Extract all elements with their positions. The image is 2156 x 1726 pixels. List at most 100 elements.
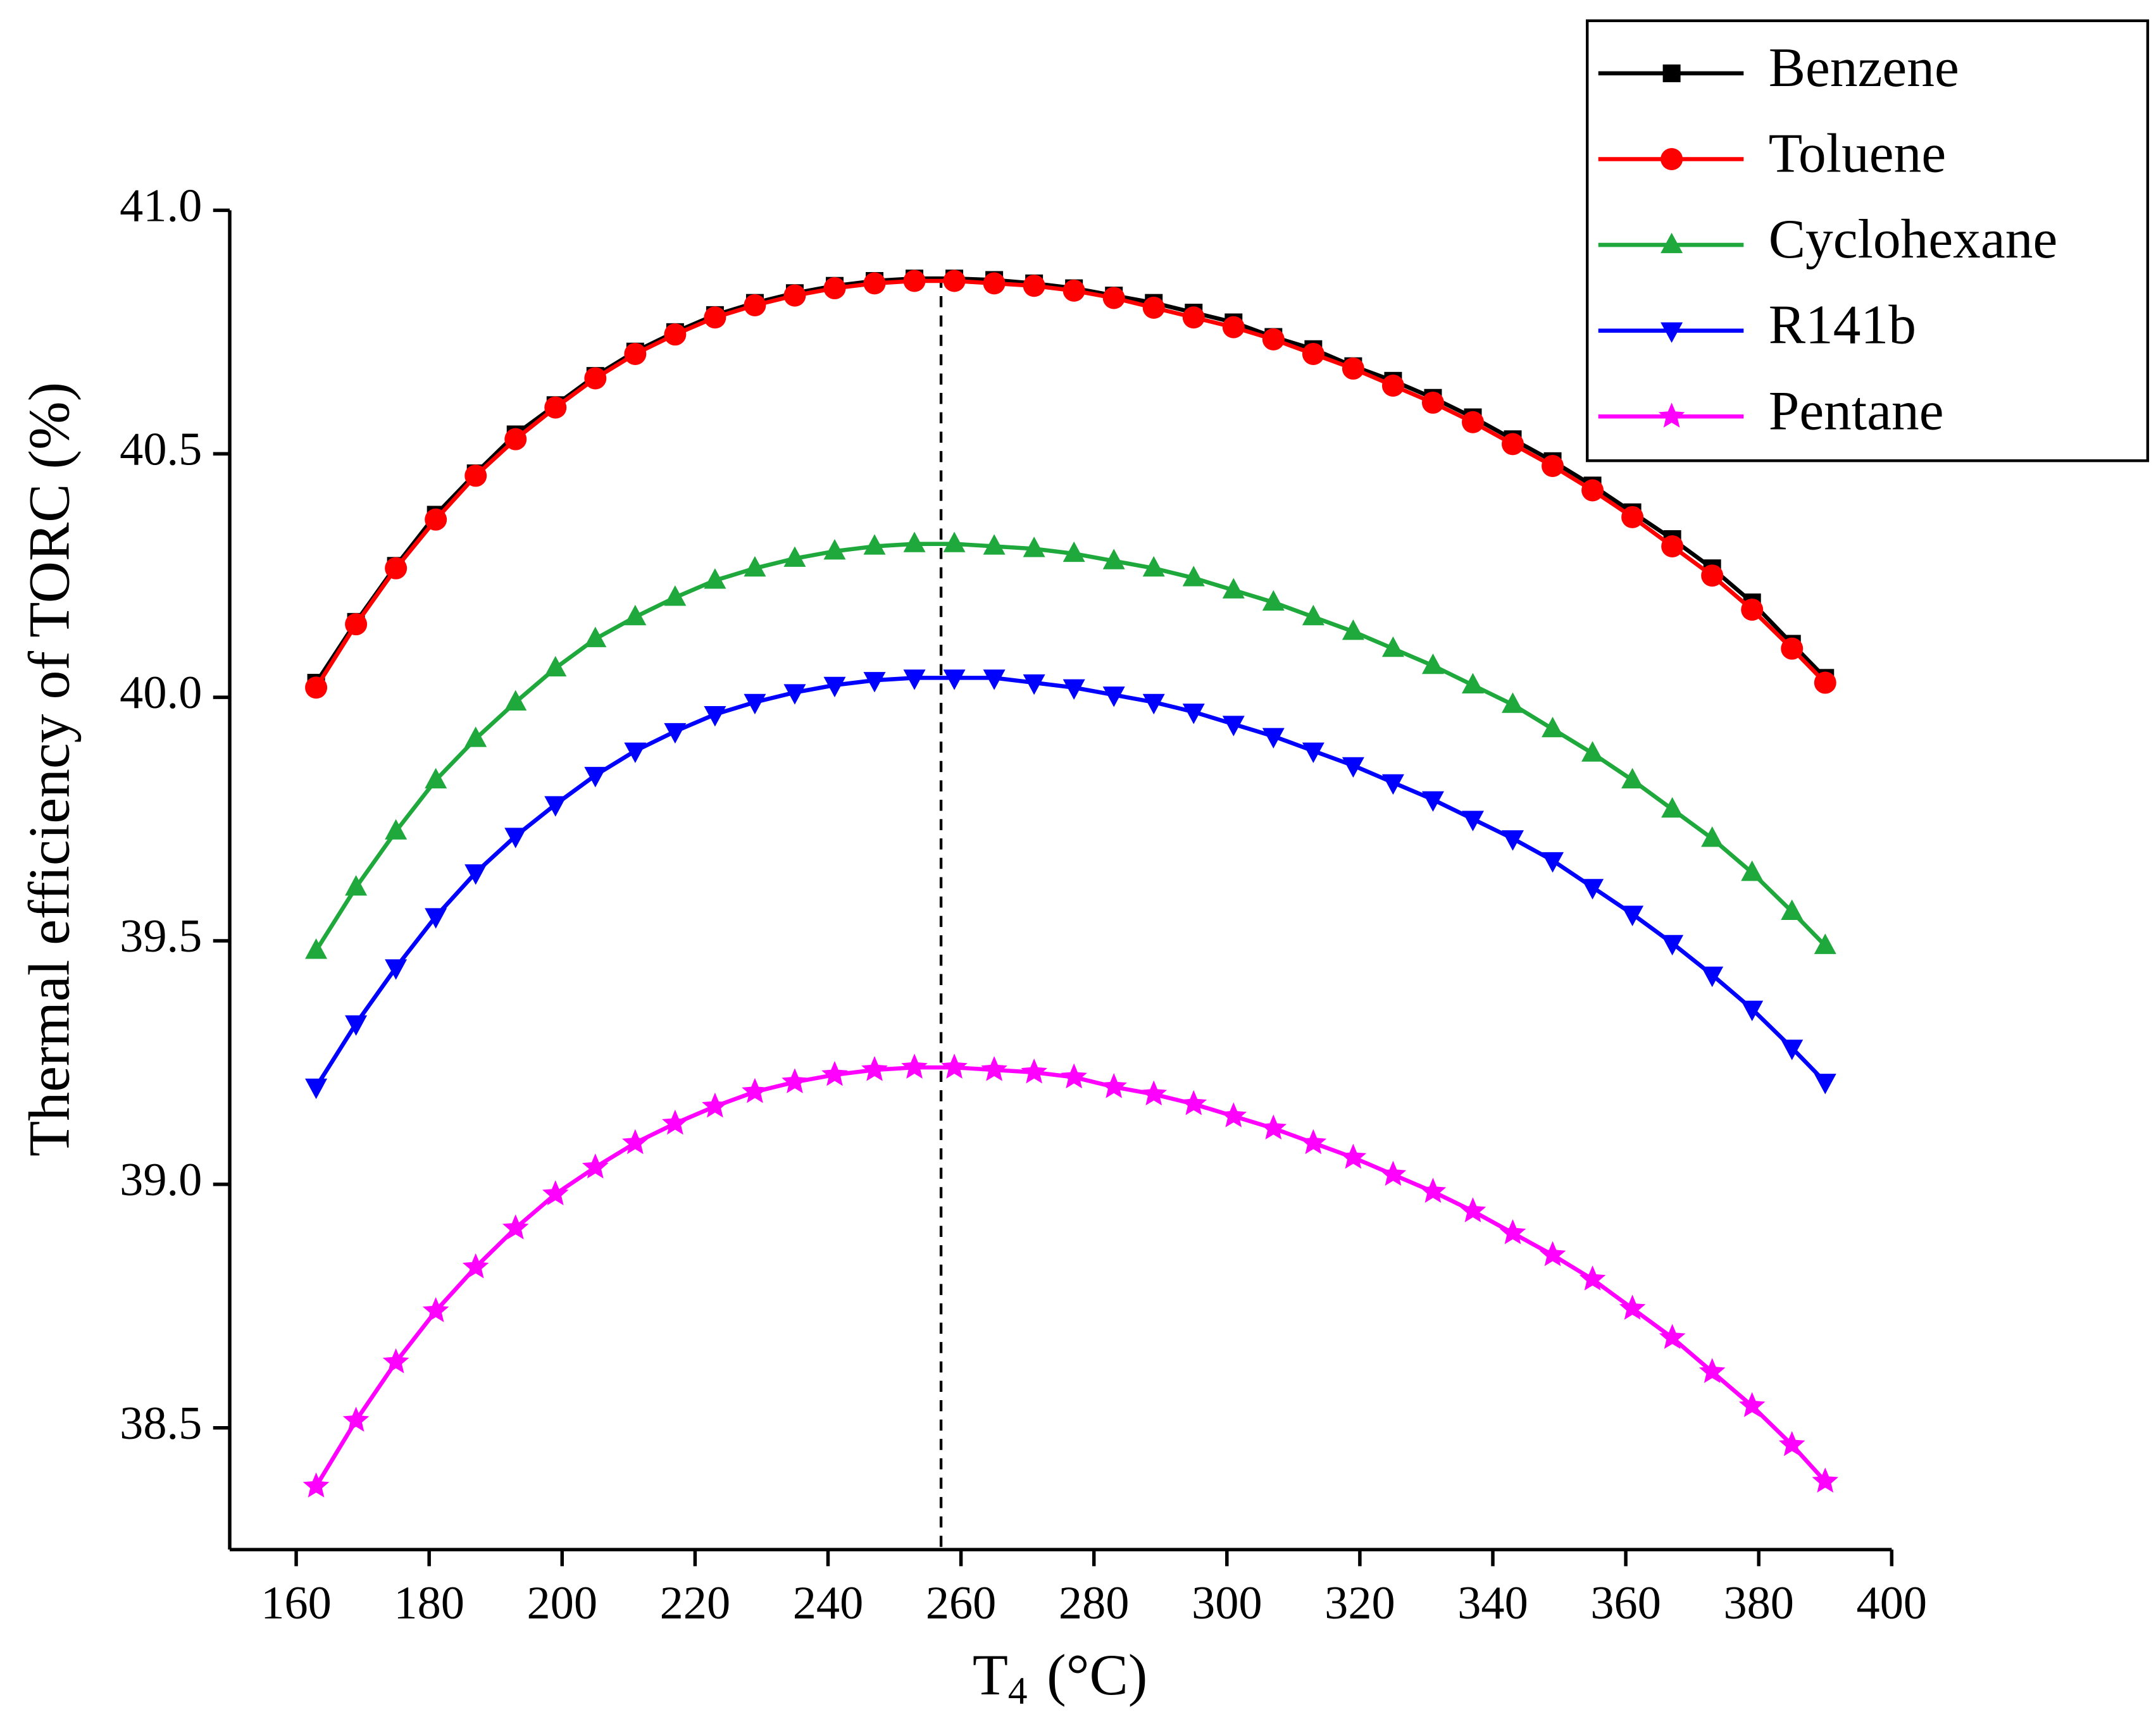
- marker: [1621, 506, 1644, 528]
- marker: [1260, 1114, 1287, 1140]
- marker: [943, 270, 966, 292]
- marker: [1142, 693, 1165, 715]
- marker: [1701, 564, 1724, 587]
- marker: [584, 767, 607, 788]
- marker: [345, 613, 368, 636]
- marker: [1062, 279, 1085, 302]
- x-axis-title-main: T: [973, 1642, 1008, 1707]
- marker: [504, 828, 527, 848]
- marker: [662, 1109, 689, 1135]
- marker: [1581, 479, 1604, 502]
- marker: [1180, 1090, 1207, 1115]
- marker: [1062, 541, 1085, 562]
- marker: [624, 342, 647, 365]
- marker: [502, 1214, 529, 1239]
- marker: [1698, 1358, 1726, 1383]
- marker: [1342, 357, 1364, 380]
- marker: [664, 585, 687, 606]
- marker: [1778, 1431, 1805, 1456]
- series: [305, 669, 1836, 1100]
- marker: [1814, 933, 1836, 954]
- marker: [342, 1406, 370, 1432]
- marker: [704, 568, 726, 589]
- marker: [983, 272, 1006, 295]
- marker: [863, 672, 886, 693]
- marker: [1182, 566, 1205, 587]
- marker: [1142, 296, 1165, 319]
- marker: [1461, 810, 1484, 831]
- marker: [1741, 599, 1764, 621]
- marker: [823, 538, 846, 560]
- marker: [1502, 692, 1524, 713]
- marker: [382, 1348, 409, 1374]
- legend-label: Benzene: [1769, 37, 1959, 98]
- marker: [1661, 535, 1684, 558]
- y-axis-title: Thermal efficiency of TORC (%): [17, 382, 82, 1157]
- marker: [1102, 287, 1125, 309]
- marker: [624, 742, 647, 764]
- marker: [1459, 1197, 1486, 1222]
- marker: [1781, 899, 1804, 920]
- marker: [1102, 549, 1125, 569]
- marker: [1579, 1265, 1606, 1291]
- marker: [943, 531, 966, 552]
- marker: [504, 690, 527, 711]
- y-tick-label: 38.5: [120, 1398, 202, 1450]
- marker: [1381, 636, 1404, 657]
- x-tick-label: 200: [527, 1577, 598, 1629]
- marker: [1100, 1073, 1127, 1098]
- marker: [1182, 306, 1205, 329]
- marker: [1619, 1294, 1646, 1320]
- y-tick-label: 39.0: [120, 1154, 202, 1206]
- marker: [981, 1056, 1007, 1081]
- marker: [1814, 671, 1836, 694]
- marker: [582, 1153, 609, 1179]
- marker: [1140, 1080, 1168, 1106]
- marker: [622, 1129, 649, 1155]
- marker: [1222, 716, 1245, 736]
- marker: [544, 796, 567, 817]
- series: [305, 531, 1836, 959]
- marker: [1023, 674, 1045, 695]
- marker: [1542, 716, 1564, 738]
- legend-marker: [1661, 322, 1683, 343]
- x-tick-label: 160: [261, 1577, 332, 1629]
- legend-marker: [1662, 64, 1681, 82]
- marker: [1814, 1074, 1836, 1095]
- marker: [1659, 1324, 1686, 1350]
- marker: [1340, 1143, 1367, 1169]
- marker: [821, 1060, 848, 1086]
- marker: [1262, 728, 1285, 748]
- marker: [943, 669, 966, 690]
- marker: [1300, 1129, 1327, 1155]
- marker: [1102, 686, 1125, 707]
- marker: [1142, 556, 1165, 577]
- legend-label: R141b: [1769, 294, 1916, 356]
- marker: [941, 1053, 968, 1079]
- x-tick-label: 380: [1723, 1577, 1794, 1629]
- marker: [584, 367, 607, 390]
- marker: [305, 676, 328, 699]
- marker: [624, 604, 647, 626]
- marker: [1542, 455, 1564, 477]
- x-tick-label: 360: [1590, 1577, 1661, 1629]
- series: [302, 1053, 1839, 1498]
- marker: [1419, 1177, 1447, 1203]
- marker: [1342, 619, 1364, 640]
- marker: [744, 556, 766, 577]
- y-tick-label: 40.5: [120, 423, 202, 475]
- marker: [1502, 830, 1524, 851]
- marker: [385, 959, 408, 980]
- marker: [1621, 767, 1644, 789]
- marker: [744, 294, 766, 316]
- x-tick-label: 300: [1192, 1577, 1262, 1629]
- marker: [1021, 1058, 1047, 1084]
- marker: [1661, 934, 1684, 956]
- y-tick-label: 39.5: [120, 910, 202, 962]
- marker: [704, 306, 726, 329]
- marker: [1542, 852, 1564, 873]
- marker: [345, 1015, 368, 1036]
- marker: [1262, 328, 1285, 351]
- x-tick-label: 320: [1324, 1577, 1395, 1629]
